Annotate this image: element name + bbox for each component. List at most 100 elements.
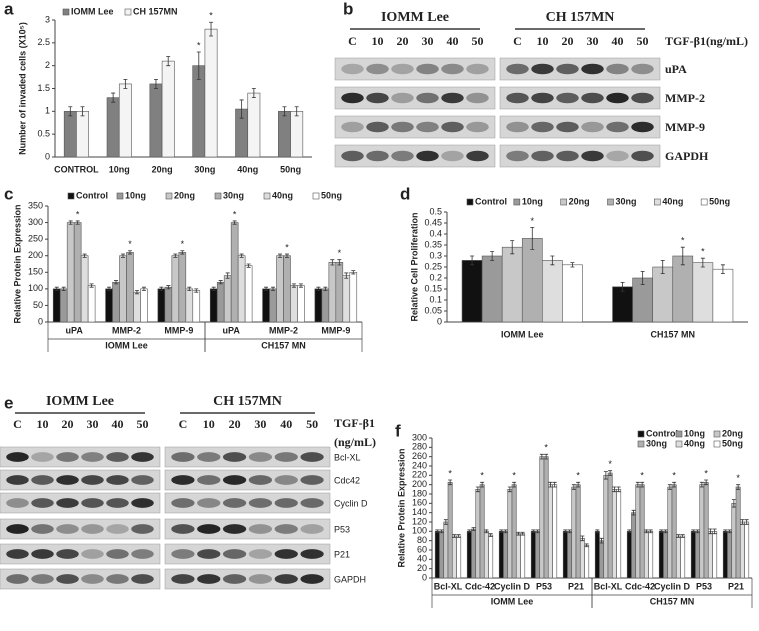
lane-label: 10 [537, 34, 549, 48]
error-bar [663, 529, 668, 534]
error-bar [232, 220, 237, 225]
error-bar [603, 471, 608, 480]
blot-band [31, 549, 54, 559]
y-tick-label: 250 [28, 234, 43, 244]
x-tick-label: 20ng [152, 164, 173, 174]
significance-mark: * [448, 468, 452, 478]
y-tick-label: 0.05 [424, 305, 442, 315]
error-bar [209, 21, 214, 37]
bar [631, 512, 637, 579]
blot-band [441, 92, 464, 104]
error-bar [570, 262, 575, 268]
bar [722, 531, 728, 579]
blot-band [441, 150, 464, 162]
error-bar [75, 220, 80, 225]
bar [520, 533, 526, 579]
bar [466, 531, 472, 579]
blot-band [171, 524, 195, 534]
bar [290, 285, 298, 323]
error-bar [114, 280, 119, 285]
bar [471, 528, 477, 579]
y-tick-label: 0 [45, 151, 50, 161]
error-bar [196, 51, 201, 80]
legend-label: 40ng [684, 438, 705, 448]
x-tick-label: Cyclin D [494, 581, 531, 591]
row-label: MMP-9 [665, 120, 705, 134]
row-label: MMP-2 [665, 91, 705, 105]
blot-band [131, 498, 154, 508]
blot-band [248, 452, 273, 462]
error-bar [246, 263, 251, 268]
lane-label: 10 [37, 417, 49, 431]
bar [539, 456, 545, 579]
legend-label: Control [76, 190, 108, 200]
error-bar [61, 286, 66, 291]
error-bar [153, 78, 158, 89]
bar [503, 531, 509, 579]
error-bar [608, 470, 613, 476]
blot-band [274, 452, 298, 462]
x-tick-label: Cdc-42 [625, 581, 655, 591]
y-tick-label: 200 [28, 250, 43, 260]
bar [703, 482, 709, 579]
bar [269, 288, 277, 323]
error-bar [452, 534, 457, 538]
x-tick-label: 40ng [237, 164, 258, 174]
legend-swatch [165, 192, 173, 200]
bar [118, 83, 132, 158]
x-tick-label: CONTROL [54, 164, 99, 174]
blot-band [274, 524, 298, 534]
y-tick-label: 0 [422, 572, 427, 582]
bar [52, 288, 61, 323]
bar [699, 484, 705, 579]
significance-mark: * [544, 443, 548, 453]
error-bar [680, 246, 685, 266]
error-bar [475, 486, 480, 493]
blot-band [81, 524, 104, 534]
error-bar [107, 286, 112, 291]
blot-strip [164, 446, 331, 468]
error-bar [503, 529, 508, 534]
error-bar [278, 253, 283, 258]
bar [607, 472, 613, 579]
legend-label: 20ng [174, 190, 195, 200]
legend-swatch [67, 192, 75, 200]
blot-band [197, 452, 221, 462]
y-axis-label: Number of invaded cells (X10⁵) [17, 22, 27, 155]
legend-label: 10ng [684, 428, 705, 438]
blot-band [31, 452, 54, 462]
error-bar [166, 285, 171, 290]
bar [59, 288, 68, 323]
error-bar [89, 283, 94, 288]
blot-band [341, 92, 364, 104]
bar [283, 255, 291, 323]
blot-band [274, 498, 298, 508]
significance-mark: * [76, 209, 80, 219]
bar [439, 531, 445, 579]
bar [616, 489, 622, 579]
bar [314, 288, 323, 323]
blot-band [6, 524, 29, 534]
significance-mark: * [681, 236, 685, 246]
significance-mark: * [672, 471, 676, 481]
bar [262, 288, 270, 323]
blot-band [131, 574, 154, 584]
bar [209, 288, 218, 323]
error-bar [439, 529, 444, 534]
error-bar [187, 286, 192, 291]
blot-band [6, 574, 29, 584]
error-bar [159, 286, 164, 291]
blot-strip [499, 144, 661, 168]
blot-strip [0, 543, 161, 565]
x-tick-label: MMP-9 [321, 325, 350, 335]
bar [562, 264, 583, 323]
bar [639, 484, 645, 579]
blot-strip [499, 86, 661, 110]
bar [671, 484, 677, 579]
blot-strip [164, 543, 331, 565]
blot-band [581, 63, 604, 75]
error-bar [510, 240, 515, 255]
significance-mark: * [338, 248, 342, 258]
error-bar [640, 271, 645, 285]
